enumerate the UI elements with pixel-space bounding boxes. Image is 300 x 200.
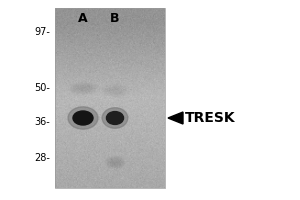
Ellipse shape <box>73 111 93 125</box>
Text: A: A <box>78 11 88 24</box>
Bar <box>55 8 165 188</box>
Ellipse shape <box>106 112 124 124</box>
Text: TRESK: TRESK <box>185 111 236 125</box>
Polygon shape <box>168 112 183 124</box>
Text: 97-: 97- <box>34 27 50 37</box>
Text: B: B <box>110 11 120 24</box>
Text: 50-: 50- <box>34 83 50 93</box>
Text: 36-: 36- <box>34 117 50 127</box>
Ellipse shape <box>68 107 98 129</box>
Ellipse shape <box>102 108 128 128</box>
Text: 28-: 28- <box>34 153 50 163</box>
